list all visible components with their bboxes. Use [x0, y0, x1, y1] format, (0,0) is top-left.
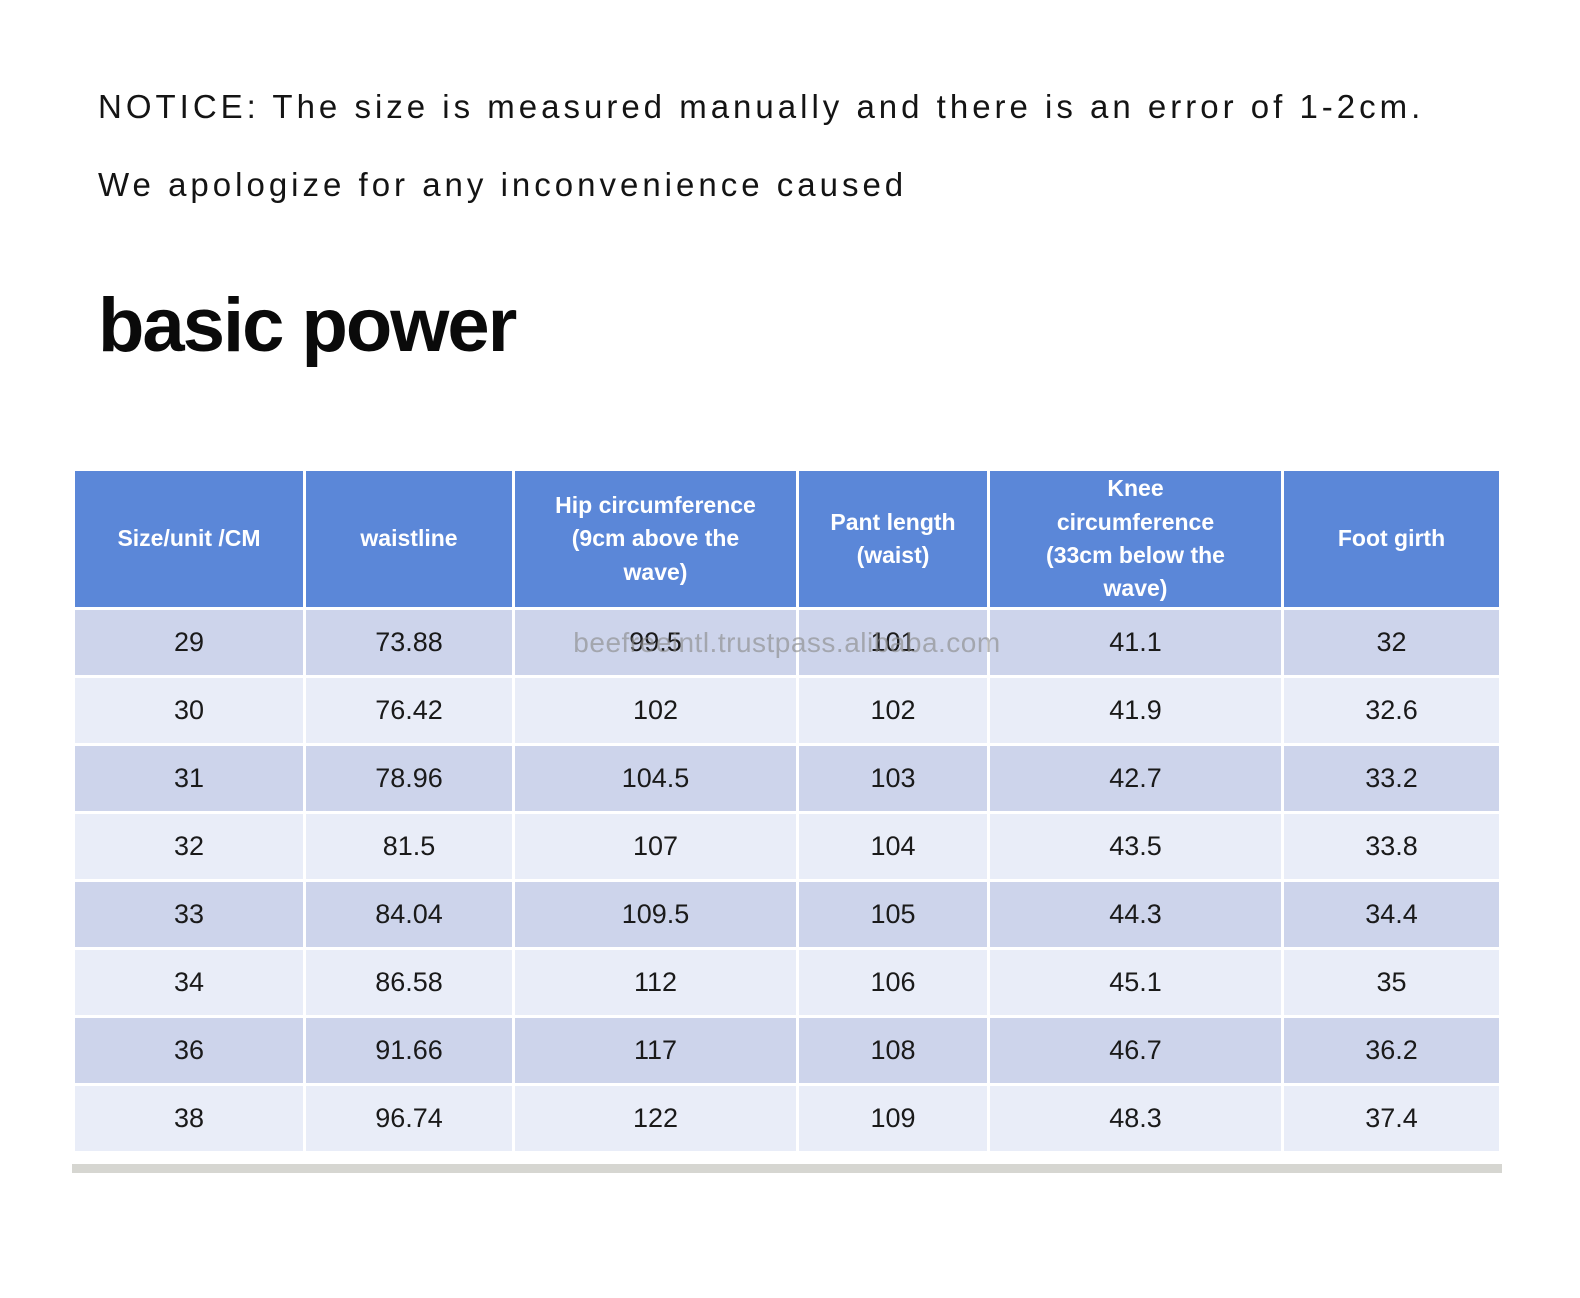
col-header-size-unit: Size/unit /CM: [75, 471, 303, 607]
table-cell: 84.04: [306, 882, 512, 947]
table-cell: 96.74: [306, 1086, 512, 1151]
table-cell: 33.8: [1284, 814, 1499, 879]
table-cell: 109: [799, 1086, 987, 1151]
table-cell: 105: [799, 882, 987, 947]
col-header-knee-circumference: Knee circumference (33cm below the wave): [990, 471, 1281, 607]
table-cell: 34.4: [1284, 882, 1499, 947]
table-cell: 86.58: [306, 950, 512, 1015]
table-cell: 33: [75, 882, 303, 947]
table-cell: 122: [515, 1086, 796, 1151]
table-cell: 37.4: [1284, 1086, 1499, 1151]
table-cell: 103: [799, 746, 987, 811]
table-cell: 36: [75, 1018, 303, 1083]
table-cell: 108: [799, 1018, 987, 1083]
table-cell: 30: [75, 678, 303, 743]
table-cell: 76.42: [306, 678, 512, 743]
table-cell: 32: [1284, 610, 1499, 675]
table-row: 38 96.74 122 109 48.3 37.4: [75, 1086, 1499, 1151]
table-row: 33 84.04 109.5 105 44.3 34.4: [75, 882, 1499, 947]
table-cell: 73.88: [306, 610, 512, 675]
table-row: 32 81.5 107 104 43.5 33.8: [75, 814, 1499, 879]
table-cell: 102: [515, 678, 796, 743]
header-row: Size/unit /CM waistline Hip circumferenc…: [75, 471, 1499, 607]
table-cell: 117: [515, 1018, 796, 1083]
size-chart: Size/unit /CM waistline Hip circumferenc…: [72, 468, 1502, 1173]
table-cell: 104.5: [515, 746, 796, 811]
notice-line-1: NOTICE: The size is measured manually an…: [98, 88, 1425, 125]
notice-line-2: We apologize for any inconvenience cause…: [98, 166, 908, 203]
table-row: 34 86.58 112 106 45.1 35: [75, 950, 1499, 1015]
table-cell: 91.66: [306, 1018, 512, 1083]
col-header-foot-girth: Foot girth: [1284, 471, 1499, 607]
table-cell: 107: [515, 814, 796, 879]
table-row: 29 73.88 99.5 101 41.1 32: [75, 610, 1499, 675]
table-cell: 32.6: [1284, 678, 1499, 743]
table-cell: 45.1: [990, 950, 1281, 1015]
table-cell: 38: [75, 1086, 303, 1151]
table-cell: 42.7: [990, 746, 1281, 811]
table-cell: 104: [799, 814, 987, 879]
table-cell: 29: [75, 610, 303, 675]
table-cell: 106: [799, 950, 987, 1015]
table-cell: 35: [1284, 950, 1499, 1015]
table-cell: 43.5: [990, 814, 1281, 879]
table-cell: 109.5: [515, 882, 796, 947]
table-row: 31 78.96 104.5 103 42.7 33.2: [75, 746, 1499, 811]
col-header-hip-circumference: Hip circumference (9cm above the wave): [515, 471, 796, 607]
table-cell: 34: [75, 950, 303, 1015]
table-row: 36 91.66 117 108 46.7 36.2: [75, 1018, 1499, 1083]
table-cell: 99.5: [515, 610, 796, 675]
table-cell: 46.7: [990, 1018, 1281, 1083]
page-title: basic power: [98, 283, 517, 368]
table-cell: 41.9: [990, 678, 1281, 743]
table-cell: 102: [799, 678, 987, 743]
table-cell: 81.5: [306, 814, 512, 879]
table-cell: 41.1: [990, 610, 1281, 675]
table-cell: 32: [75, 814, 303, 879]
table-cell: 44.3: [990, 882, 1281, 947]
table-cell: 33.2: [1284, 746, 1499, 811]
table-cell: 78.96: [306, 746, 512, 811]
table-cell: 112: [515, 950, 796, 1015]
size-table: Size/unit /CM waistline Hip circumferenc…: [72, 468, 1502, 1154]
table-row: 30 76.42 102 102 41.9 32.6: [75, 678, 1499, 743]
table-cell: 48.3: [990, 1086, 1281, 1151]
col-header-pant-length: Pant length (waist): [799, 471, 987, 607]
col-header-waistline: waistline: [306, 471, 512, 607]
horizontal-scrollbar[interactable]: [72, 1164, 1502, 1173]
table-cell: 101: [799, 610, 987, 675]
table-cell: 31: [75, 746, 303, 811]
table-cell: 36.2: [1284, 1018, 1499, 1083]
